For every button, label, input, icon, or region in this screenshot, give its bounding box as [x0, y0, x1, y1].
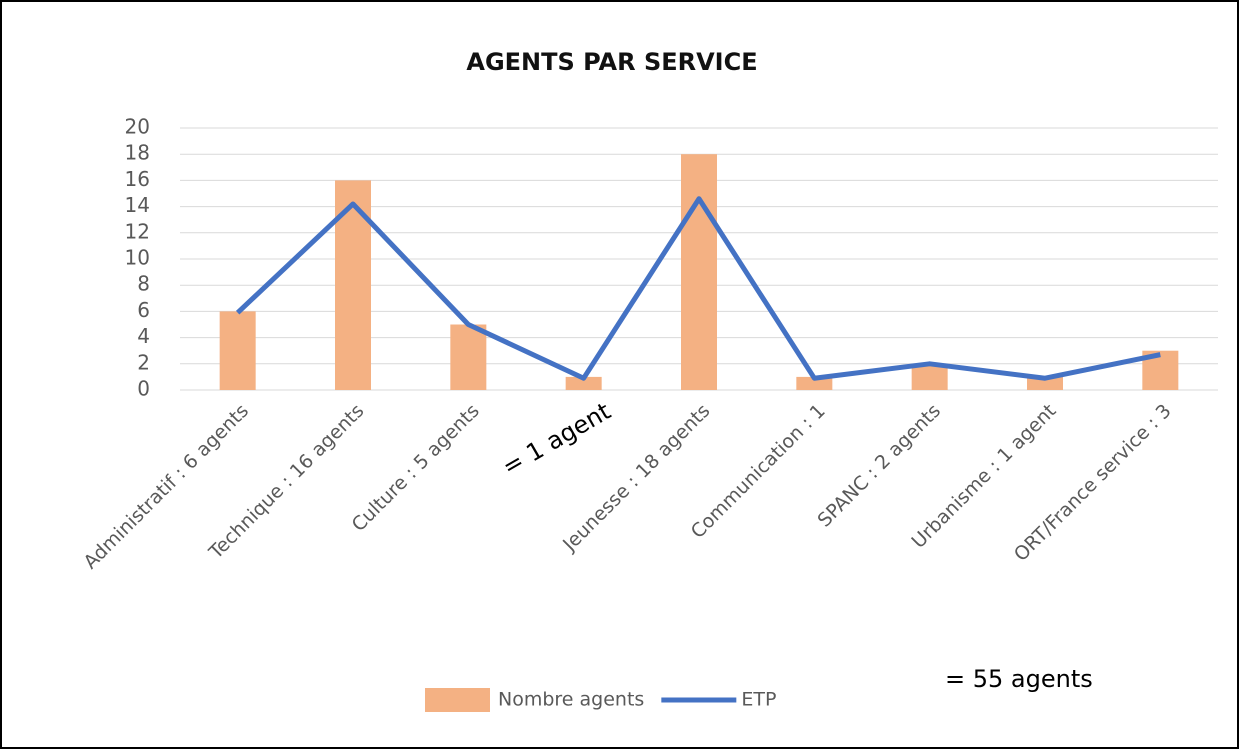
- line: [235, 196, 1161, 381]
- y-tick-label: 16: [125, 167, 150, 191]
- chart-title: AGENTS PAR SERVICE: [466, 48, 757, 76]
- bar: [1027, 376, 1063, 390]
- bar: [681, 154, 717, 390]
- legend-label: ETP: [741, 689, 776, 711]
- annotation: = 55 agents: [945, 665, 1093, 693]
- y-tick-label: 8: [137, 272, 150, 296]
- bar: [219, 311, 256, 390]
- bar: [565, 376, 602, 390]
- y-tick-label: 6: [137, 298, 150, 322]
- y-tick-label: 2: [137, 350, 150, 374]
- bar: [335, 180, 371, 390]
- bar: [796, 376, 833, 390]
- legend-swatch: [425, 688, 490, 712]
- y-tick-label: 18: [125, 141, 150, 165]
- y-tick-label: 0: [137, 377, 150, 401]
- bar: [911, 363, 948, 390]
- y-tick-label: 14: [125, 193, 150, 217]
- legend-label: Nombre agents: [498, 689, 644, 711]
- annotation-cover: [486, 404, 604, 506]
- y-tick-label: 4: [137, 324, 150, 348]
- y-tick-label: 10: [125, 246, 150, 270]
- y-tick-label: 20: [125, 115, 150, 139]
- bar: [450, 324, 487, 390]
- y-tick-label: 12: [125, 219, 150, 243]
